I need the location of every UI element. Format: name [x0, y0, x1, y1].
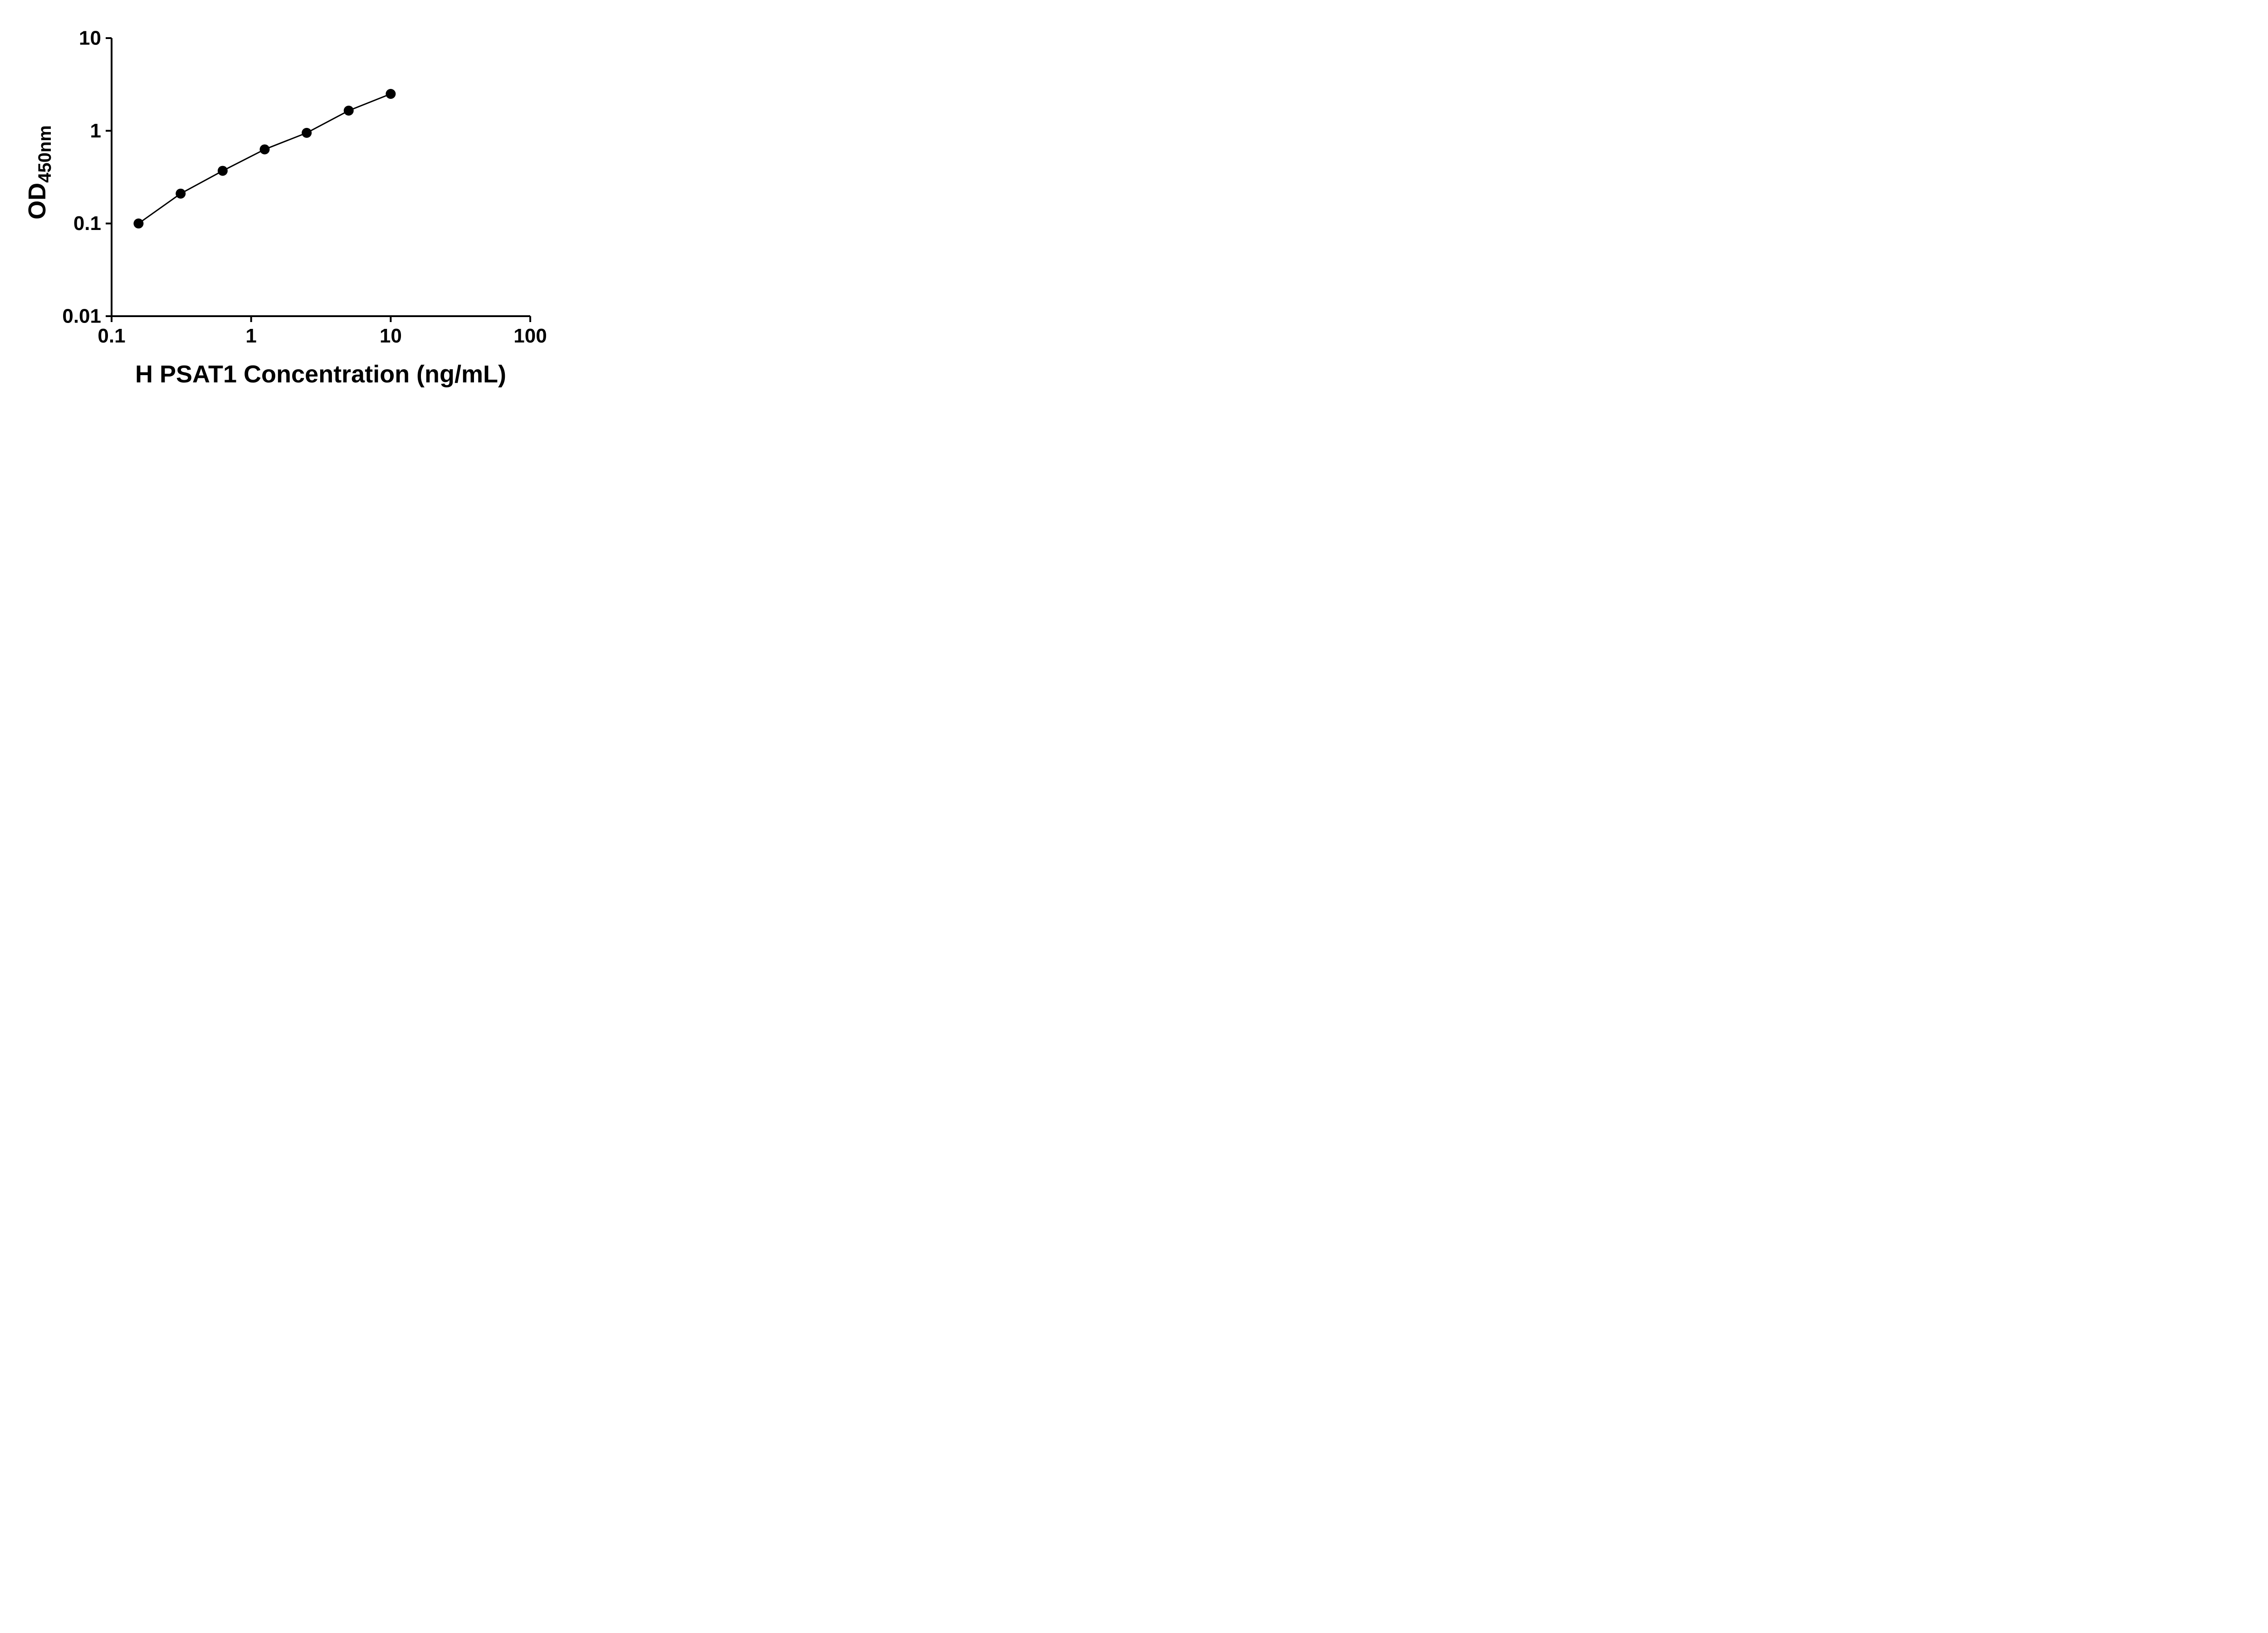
data-point	[176, 188, 186, 199]
data-point	[343, 105, 354, 116]
y-tick-label: 0.1	[73, 212, 101, 235]
y-axis-title-main: OD	[24, 183, 51, 220]
standard-curve-chart: 10 1 0.1 0.01 0.1 1 10 100 H PSAT1 Concentratio…	[0, 0, 583, 408]
x-tick-label: 10	[380, 325, 402, 347]
y-tick-label: 1	[90, 120, 101, 142]
y-tick-label: 10	[79, 27, 101, 49]
y-axis-title-subscript: 450nm	[35, 125, 55, 183]
x-axis-title: H PSAT1 Concentration (ng/mL)	[135, 361, 506, 388]
y-tick-label: 0.01	[62, 305, 101, 328]
data-point	[217, 166, 228, 176]
data-point	[302, 127, 312, 138]
x-tick-label: 1	[245, 325, 256, 347]
x-tick-label: 100	[513, 325, 547, 347]
x-tick-label: 0.1	[98, 325, 125, 347]
data-point	[386, 89, 396, 99]
y-axis-title: OD450nm	[24, 125, 55, 220]
data-point	[133, 218, 144, 229]
data-point	[259, 144, 270, 155]
